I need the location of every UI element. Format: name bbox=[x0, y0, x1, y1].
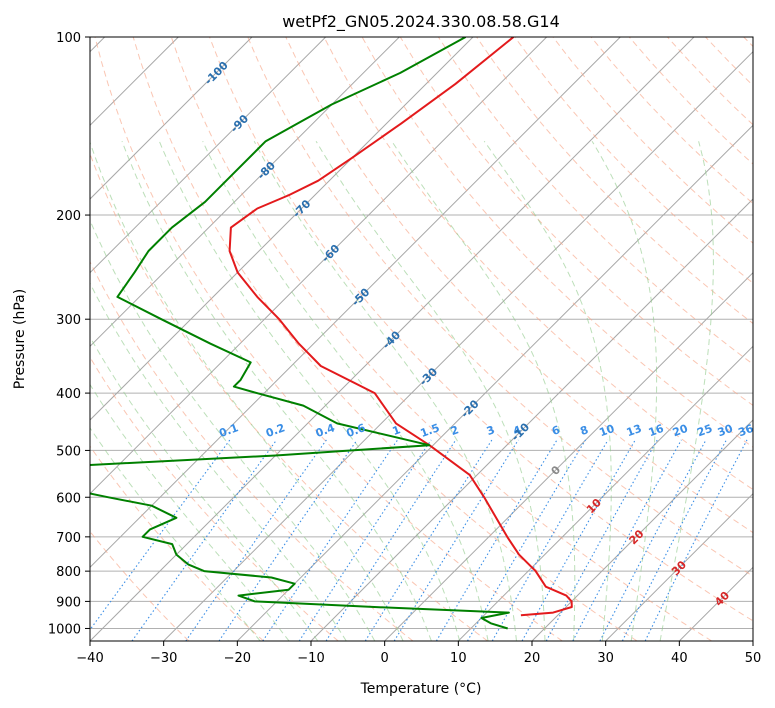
mixing-ratio-line bbox=[435, 439, 558, 641]
isotherm bbox=[90, 37, 253, 200]
mixing-ratio-line bbox=[467, 439, 586, 641]
mixing-ratio-label: 36 bbox=[736, 422, 755, 440]
mixing-ratio-line bbox=[262, 439, 399, 641]
mixing-ratio-label: 1 bbox=[391, 423, 403, 438]
y-tick-label: 800 bbox=[56, 565, 81, 580]
dry-adiabat bbox=[514, 37, 753, 284]
mixing-ratio-line bbox=[218, 439, 358, 641]
isotherm bbox=[163, 50, 753, 641]
mixing-ratio-line bbox=[491, 439, 609, 641]
x-tick-label: 50 bbox=[745, 651, 762, 666]
x-tick-label: 20 bbox=[524, 651, 541, 666]
dry-adiabat bbox=[90, 356, 339, 641]
x-tick-label: 0 bbox=[381, 651, 389, 666]
y-tick-label: 300 bbox=[56, 313, 81, 328]
chart-title: wetPf2_GN05.2024.330.08.58.G14 bbox=[282, 12, 560, 32]
x-tick-label: −10 bbox=[297, 651, 324, 666]
mixing-ratio-line bbox=[521, 439, 636, 641]
moist-adiabat bbox=[121, 141, 432, 641]
mixing-ratio-label: 0.2 bbox=[264, 421, 287, 440]
mixing-ratio-label: 8 bbox=[578, 423, 590, 438]
isotherm bbox=[531, 419, 753, 641]
y-tick-label: 100 bbox=[56, 31, 81, 46]
moist-adiabat bbox=[90, 141, 404, 641]
isotherm bbox=[90, 37, 400, 348]
mixing-ratio-line bbox=[393, 439, 519, 641]
mixing-ratio-label: 0.1 bbox=[217, 421, 240, 440]
isotherm bbox=[236, 124, 753, 641]
mixing-ratio-label: 0.6 bbox=[345, 421, 368, 440]
moist-adiabat bbox=[253, 140, 517, 641]
mixing-ratio-line bbox=[325, 439, 457, 641]
isotherm bbox=[90, 37, 695, 641]
y-tick-label: 600 bbox=[56, 491, 81, 506]
y-tick-label: 500 bbox=[56, 444, 81, 459]
dry-adiabat bbox=[247, 37, 753, 577]
isotherm bbox=[457, 345, 753, 641]
dry-adiabat bbox=[170, 37, 712, 641]
y-tick-label: 700 bbox=[56, 531, 81, 546]
moist-adiabat bbox=[90, 383, 290, 641]
mixing-ratio-label: 0.4 bbox=[314, 421, 337, 440]
y-axis-label: Pressure (hPa) bbox=[12, 289, 28, 389]
dry-adiabat bbox=[285, 37, 753, 534]
x-tick-label: −20 bbox=[224, 651, 251, 666]
profile-layer bbox=[90, 37, 573, 630]
mixing-ratio-label: 25 bbox=[695, 422, 714, 439]
isotherm bbox=[90, 37, 621, 569]
moist-adiabat bbox=[158, 141, 461, 641]
x-tick-label: 40 bbox=[671, 651, 688, 666]
mixing-ratio-line bbox=[90, 439, 231, 631]
isotherm bbox=[605, 492, 753, 641]
mixing-ratio-line bbox=[364, 439, 493, 641]
y-tick-label: 400 bbox=[56, 387, 81, 402]
x-tick-label: −40 bbox=[76, 651, 103, 666]
moist-adiabat bbox=[391, 140, 576, 641]
mixing-ratio-label: 30 bbox=[716, 422, 735, 440]
dry-adiabat bbox=[90, 445, 264, 641]
mixing-ratio-line bbox=[298, 439, 432, 641]
mixing-ratio-label: 10 bbox=[597, 422, 616, 440]
y-tick-label: 900 bbox=[56, 595, 81, 610]
y-tick-label: 1000 bbox=[48, 622, 81, 637]
moist-adiabat bbox=[90, 426, 261, 641]
isotherm bbox=[90, 37, 327, 274]
moist-adiabat bbox=[591, 140, 658, 641]
moist-adiabat bbox=[202, 140, 489, 641]
x-axis-label: Temperature (°C) bbox=[360, 681, 482, 697]
mixing-ratio-label: 2 bbox=[449, 423, 461, 438]
moist-adiabat bbox=[483, 140, 612, 641]
dry-adiabat bbox=[209, 37, 753, 622]
axes-layer: −40 −30 −20 −10 0 10 20 30 40 5010020030040050060… bbox=[48, 31, 761, 666]
mixing-ratio-label: 3 bbox=[485, 423, 497, 438]
mixing-ratio-label: 1.5 bbox=[419, 421, 442, 440]
x-tick-label: 30 bbox=[597, 651, 614, 666]
temperature-profile bbox=[228, 37, 573, 617]
dry-adiabat bbox=[90, 260, 414, 641]
isotherm bbox=[90, 37, 548, 495]
isotherm bbox=[90, 37, 474, 421]
dry-adiabat bbox=[476, 37, 753, 325]
dry-adiabat bbox=[323, 37, 753, 491]
mixing-ratio-label: 20 bbox=[671, 422, 690, 440]
y-tick-label: 200 bbox=[56, 209, 81, 224]
mixing-ratio-line bbox=[644, 439, 748, 641]
moist-adiabat bbox=[315, 140, 546, 641]
mixing-ratio-label: 13 bbox=[625, 422, 644, 439]
x-tick-label: −30 bbox=[150, 651, 177, 666]
grid-layer bbox=[90, 37, 753, 641]
mixing-ratio-line bbox=[185, 439, 327, 641]
x-tick-label: 10 bbox=[450, 651, 467, 666]
dry-adiabat bbox=[94, 37, 563, 641]
mixing-ratio-label: 6 bbox=[550, 423, 562, 438]
dewpoint-profile bbox=[90, 37, 510, 630]
isotherm bbox=[384, 271, 753, 641]
mixing-ratio-line bbox=[545, 439, 658, 641]
mixing-ratio-label: 4 bbox=[511, 423, 523, 438]
mixing-ratio-label: 16 bbox=[647, 422, 666, 440]
moist-adiabat bbox=[90, 282, 347, 641]
plot-frame bbox=[89, 36, 754, 642]
